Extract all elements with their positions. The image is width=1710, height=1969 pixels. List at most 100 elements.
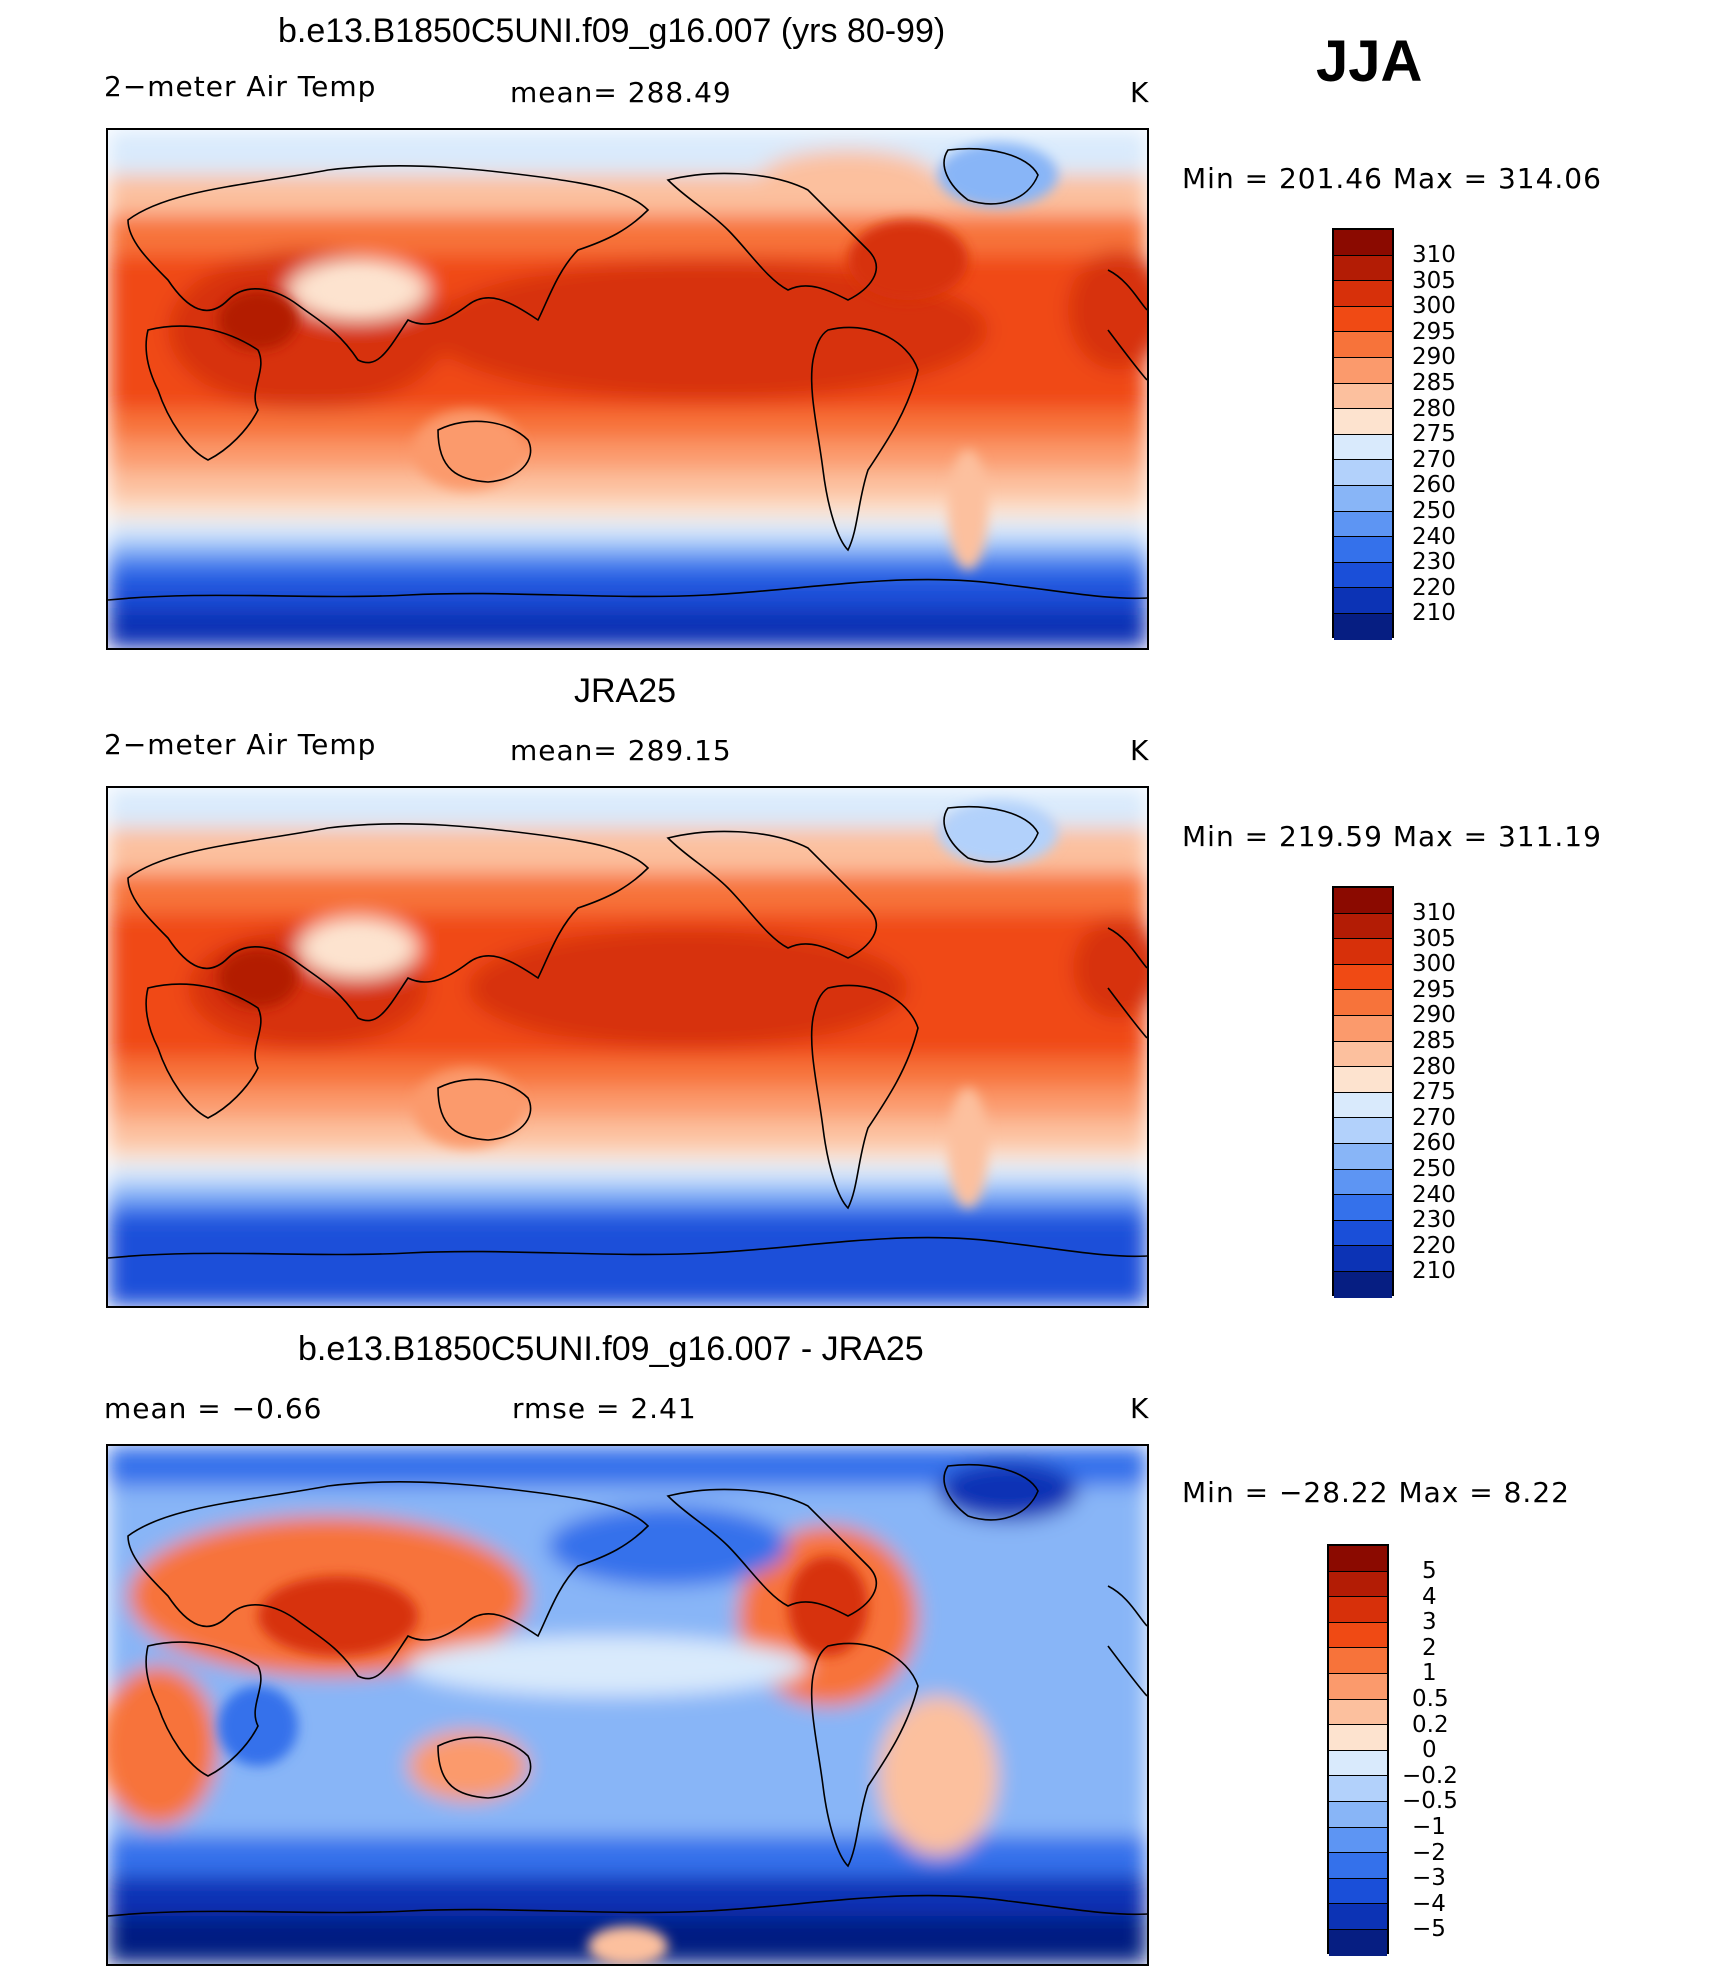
panel2-colorbar-label: 290 — [1412, 1002, 1456, 1028]
panel1-colorbar-label: 300 — [1412, 293, 1456, 319]
colorbar-segment — [1329, 1904, 1387, 1930]
panel1-colorbar-label: 275 — [1412, 421, 1456, 447]
colorbar-segment — [1329, 1929, 1387, 1956]
colorbar-segment — [1334, 1092, 1392, 1119]
colorbar-segment — [1334, 460, 1392, 486]
panel2-colorbar-label: 280 — [1412, 1054, 1456, 1080]
colorbar-segment — [1334, 332, 1392, 358]
colorbar-segment — [1334, 990, 1392, 1016]
colorbar-segment — [1334, 485, 1392, 512]
panel3-colorbar-label: −0.5 — [1402, 1788, 1458, 1814]
colorbar-segment — [1329, 1673, 1387, 1700]
panel3-colorbar-label: −0.2 — [1402, 1763, 1458, 1789]
panel2-colorbar-label: 305 — [1412, 926, 1456, 952]
colorbar-segment — [1334, 1169, 1392, 1196]
panel2-colorbar-label: 220 — [1412, 1233, 1456, 1259]
panel1-coastlines — [108, 147, 1147, 601]
colorbar-segment — [1334, 913, 1392, 940]
panel2-colorbar-label: 270 — [1412, 1105, 1456, 1131]
panel1-colorbar-label: 230 — [1412, 549, 1456, 575]
panel2-colorbar-label: 295 — [1412, 977, 1456, 1003]
colorbar-segment — [1334, 1271, 1392, 1298]
panel2-units-label: K — [1130, 734, 1150, 767]
panel2-colorbar-label: 300 — [1412, 951, 1456, 977]
panel2-colorbar-label: 210 — [1412, 1258, 1456, 1284]
panel1-colorbar-label: 220 — [1412, 575, 1456, 601]
panel2-coastlines — [108, 805, 1147, 1259]
panel1-colorbar-label: 290 — [1412, 344, 1456, 370]
colorbar-segment — [1329, 1699, 1387, 1726]
colorbar-segment — [1329, 1750, 1387, 1777]
panel1-title: b.e13.B1850C5UNI.f09_g16.007 (yrs 80-99) — [278, 12, 946, 50]
panel3-colorbar — [1327, 1544, 1389, 1956]
panel3-coastlines — [108, 1463, 1147, 1917]
panel3-colorbar-label: 5 — [1422, 1558, 1437, 1584]
colorbar-segment — [1334, 613, 1392, 640]
panel3-colorbar-label: −3 — [1412, 1865, 1446, 1891]
colorbar-segment — [1329, 1725, 1387, 1751]
colorbar-segment — [1334, 537, 1392, 563]
panel3-colorbar-label: 3 — [1422, 1609, 1437, 1635]
panel3-colorbar-label: 2 — [1422, 1635, 1437, 1661]
panel3-colorbar-label: −4 — [1412, 1891, 1446, 1917]
colorbar-segment — [1334, 357, 1392, 384]
panel3-units-label: K — [1130, 1392, 1150, 1425]
panel2-minmax: Min = 219.59 Max = 311.19 — [1182, 820, 1602, 853]
panel3-colorbar-label: 0.5 — [1412, 1686, 1449, 1712]
panel1-map — [106, 128, 1149, 650]
colorbar-segment — [1334, 1118, 1392, 1144]
colorbar-segment — [1329, 1571, 1387, 1598]
panel2-variable-label: 2−meter Air Temp — [104, 728, 377, 761]
panel1-colorbar-label: 260 — [1412, 472, 1456, 498]
panel3-colorbar-label: 1 — [1422, 1660, 1437, 1686]
panel3-minmax: Min = −28.22 Max = 8.22 — [1182, 1476, 1570, 1509]
panel2-colorbar-label: 285 — [1412, 1028, 1456, 1054]
panel3-title: b.e13.B1850C5UNI.f09_g16.007 - JRA25 — [298, 1330, 924, 1368]
colorbar-segment — [1329, 1853, 1387, 1879]
colorbar-segment — [1334, 888, 1392, 914]
panel2-title: JRA25 — [574, 672, 677, 710]
panel1-colorbar-label: 305 — [1412, 268, 1456, 294]
panel1-colorbar-label: 295 — [1412, 319, 1456, 345]
colorbar-segment — [1334, 1015, 1392, 1042]
panel3-map-svg — [108, 1446, 1147, 1964]
panel1-mean-label: mean= 288.49 — [510, 76, 732, 109]
panel2-map-svg — [108, 788, 1147, 1306]
colorbar-segment — [1334, 588, 1392, 614]
panel2-colorbar-label: 260 — [1412, 1130, 1456, 1156]
colorbar-segment — [1334, 230, 1392, 256]
panel3-colorbar-label: 4 — [1422, 1584, 1437, 1610]
season-label: JJA — [1316, 29, 1423, 94]
panel3-colorbar-label: 0 — [1422, 1737, 1437, 1763]
colorbar-segment — [1334, 383, 1392, 410]
panel1-colorbar — [1332, 228, 1394, 640]
colorbar-segment — [1334, 1041, 1392, 1068]
colorbar-segment — [1334, 409, 1392, 435]
colorbar-segment — [1329, 1622, 1387, 1649]
colorbar-segment — [1329, 1776, 1387, 1802]
panel3-colorbar-label: 0.2 — [1412, 1712, 1449, 1738]
panel2-mean-label: mean= 289.15 — [510, 734, 732, 767]
panel2-colorbar-label: 240 — [1412, 1182, 1456, 1208]
colorbar-segment — [1334, 1246, 1392, 1272]
panel1-units-label: K — [1130, 76, 1150, 109]
panel1-colorbar-label: 270 — [1412, 447, 1456, 473]
panel2-map — [106, 786, 1149, 1308]
panel1-variable-label: 2−meter Air Temp — [104, 70, 377, 103]
panel3-mean-label: mean = −0.66 — [104, 1392, 323, 1425]
panel1-minmax: Min = 201.46 Max = 314.06 — [1182, 162, 1602, 195]
colorbar-segment — [1329, 1546, 1387, 1572]
colorbar-segment — [1334, 1143, 1392, 1170]
panel1-colorbar-label: 250 — [1412, 498, 1456, 524]
colorbar-segment — [1334, 1067, 1392, 1093]
panel1-colorbar-label: 280 — [1412, 396, 1456, 422]
panel2-colorbar-label: 250 — [1412, 1156, 1456, 1182]
colorbar-segment — [1329, 1878, 1387, 1905]
colorbar-segment — [1329, 1648, 1387, 1674]
colorbar-segment — [1334, 1220, 1392, 1247]
panel3-colorbar-label: −5 — [1412, 1916, 1446, 1942]
colorbar-segment — [1334, 562, 1392, 589]
panel2-colorbar-label: 230 — [1412, 1207, 1456, 1233]
panel2-colorbar — [1332, 886, 1394, 1298]
panel3-colorbar-label: −2 — [1412, 1840, 1446, 1866]
